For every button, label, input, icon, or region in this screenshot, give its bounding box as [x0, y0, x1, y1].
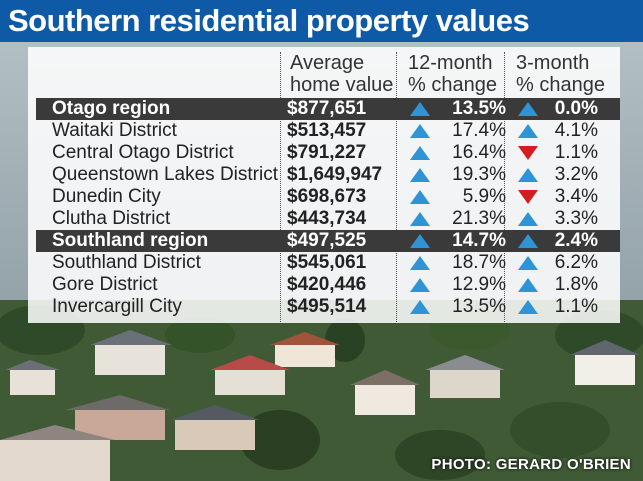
table-row: Otago region $877,651 13.5% 0.0%: [36, 98, 620, 120]
12-month-change-value: 18.7%: [452, 252, 506, 273]
table-row: Queenstown Lakes District $1,649,947 19.3%…: [36, 164, 620, 186]
table-panel: [28, 47, 620, 323]
chart-title: Southern residential property values: [0, 0, 643, 42]
3-month-change-value: 3.3%: [554, 208, 598, 229]
up-arrow-icon: [410, 212, 430, 226]
average-home-value: $513,457: [287, 120, 367, 141]
header-avg-line1: Average: [290, 52, 365, 74]
header-average-home-value: Average home value: [290, 52, 393, 96]
12-month-change-value: 13.5%: [452, 296, 506, 317]
table-row: Clutha District $443,734 21.3% 3.3%: [36, 208, 620, 230]
table-row: Southland District $545,061 18.7% 6.2%: [36, 252, 620, 274]
trees: [0, 305, 643, 480]
3-month-change-value: 6.2%: [554, 252, 598, 273]
3-month-change-value: 1.8%: [554, 274, 598, 295]
up-arrow-icon: [518, 300, 538, 314]
up-arrow-icon: [410, 234, 430, 248]
up-arrow-icon: [410, 256, 430, 270]
column-divider: [504, 52, 505, 322]
row-name: Clutha District: [52, 208, 171, 229]
up-arrow-icon: [410, 146, 430, 160]
average-home-value: $495,514: [287, 296, 367, 317]
up-arrow-icon: [518, 256, 538, 270]
up-arrow-icon: [518, 102, 538, 116]
up-arrow-icon: [410, 102, 430, 116]
12-month-change-value: 17.4%: [452, 120, 506, 141]
12-month-change-value: 13.5%: [452, 98, 506, 119]
12-month-change-value: 16.4%: [452, 142, 506, 163]
up-arrow-icon: [518, 234, 538, 248]
header-12-month-change: 12-month % change: [408, 52, 497, 96]
3-month-change-value: 3.4%: [554, 186, 598, 207]
row-name: Dunedin City: [52, 186, 161, 207]
3-month-change-value: 1.1%: [554, 142, 598, 163]
table-row: Dunedin City $698,673 5.9% 3.4%: [36, 186, 620, 208]
down-arrow-icon: [518, 146, 538, 160]
row-name: Southland District: [52, 252, 201, 273]
average-home-value: $420,446: [287, 274, 367, 295]
average-home-value: $1,649,947: [287, 164, 383, 185]
12-month-change-value: 12.9%: [452, 274, 506, 295]
row-name: Invercargill City: [52, 296, 182, 317]
header-avg-line2: home value: [290, 74, 394, 96]
row-name: Otago region: [52, 98, 171, 119]
up-arrow-icon: [410, 168, 430, 182]
row-name: Gore District: [52, 274, 158, 295]
header-3-month-change: 3-month % change: [516, 52, 605, 96]
header-3m-line2: % change: [516, 74, 605, 96]
3-month-change-value: 3.2%: [554, 164, 598, 185]
3-month-change-value: 2.4%: [554, 230, 598, 251]
up-arrow-icon: [518, 124, 538, 138]
up-arrow-icon: [410, 124, 430, 138]
average-home-value: $545,061: [287, 252, 367, 273]
12-month-change-value: 19.3%: [452, 164, 506, 185]
up-arrow-icon: [410, 190, 430, 204]
down-arrow-icon: [518, 190, 538, 204]
3-month-change-value: 4.1%: [554, 120, 598, 141]
12-month-change-value: 14.7%: [452, 230, 506, 251]
up-arrow-icon: [518, 168, 538, 182]
12-month-change-value: 5.9%: [462, 186, 506, 207]
table-row: Waitaki District $513,457 17.4% 4.1%: [36, 120, 620, 142]
table-row: Invercargill City $495,514 13.5% 1.1%: [36, 296, 620, 318]
row-name: Queenstown Lakes District: [52, 164, 278, 185]
3-month-change-value: 1.1%: [554, 296, 598, 317]
table-row: Central Otago District $791,227 16.4% 1.1%: [36, 142, 620, 164]
average-home-value: $698,673: [287, 186, 367, 207]
header-3m-line1: 3-month: [516, 52, 590, 74]
houses: [0, 330, 640, 481]
row-name: Central Otago District: [52, 142, 234, 163]
column-divider: [280, 52, 281, 322]
average-home-value: $791,227: [287, 142, 367, 163]
average-home-value: $443,734: [287, 208, 367, 229]
header-12m-line2: % change: [408, 74, 497, 96]
table-row: Gore District $420,446 12.9% 1.8%: [36, 274, 620, 296]
up-arrow-icon: [518, 212, 538, 226]
up-arrow-icon: [518, 278, 538, 292]
row-name: Southland region: [52, 230, 209, 251]
average-home-value: $877,651: [287, 98, 367, 119]
column-divider: [396, 52, 397, 322]
12-month-change-value: 21.3%: [452, 208, 506, 229]
photo-credit: PHOTO: GERARD O'BRIEN: [431, 456, 631, 473]
average-home-value: $497,525: [287, 230, 367, 251]
header-12m-line1: 12-month: [408, 52, 493, 74]
up-arrow-icon: [410, 300, 430, 314]
3-month-change-value: 0.0%: [554, 98, 598, 119]
table-row: Southland region $497,525 14.7% 2.4%: [36, 230, 620, 252]
row-name: Waitaki District: [52, 120, 177, 141]
up-arrow-icon: [410, 278, 430, 292]
